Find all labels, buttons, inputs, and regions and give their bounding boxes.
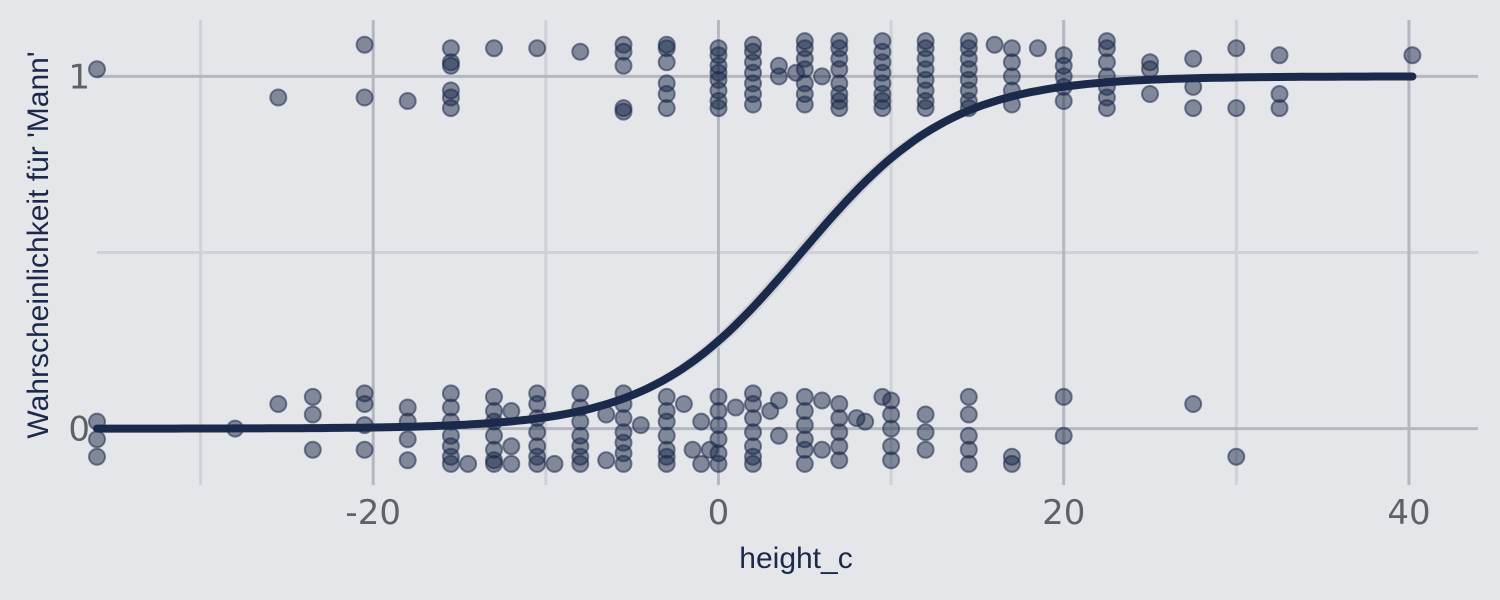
data-point [1002, 454, 1021, 473]
data-point [692, 454, 711, 473]
x-tick-label: 20 [1042, 493, 1085, 533]
data-point [398, 451, 417, 470]
data-point [1054, 426, 1073, 445]
data-point [916, 423, 935, 442]
data-point [744, 95, 762, 114]
data-point [1028, 39, 1047, 58]
data-point [813, 440, 831, 459]
data-point [916, 440, 935, 459]
data-point [1184, 99, 1203, 118]
data-point [441, 56, 460, 75]
y-axis-title: Wahrscheinlichkeit für 'Mann' [22, 51, 55, 438]
data-point [657, 53, 676, 72]
data-point [1227, 447, 1246, 466]
data-point [1270, 46, 1289, 65]
data-point [303, 387, 322, 406]
data-point [769, 67, 788, 86]
data-point [709, 99, 728, 118]
data-point [882, 419, 901, 438]
data-point [830, 99, 849, 118]
data-point [571, 42, 590, 61]
data-point [502, 402, 521, 420]
data-point [657, 454, 676, 473]
data-point [88, 430, 106, 449]
data-point [813, 67, 831, 86]
data-point [674, 395, 693, 413]
x-tick-labels: -20 0 20 40 [345, 493, 1430, 533]
data-point [1141, 85, 1159, 103]
data-point [485, 39, 503, 58]
data-point [959, 454, 978, 473]
data-point [1403, 46, 1422, 65]
data-point [303, 440, 322, 459]
x-tick-label: 40 [1387, 493, 1430, 533]
data-point [614, 102, 633, 121]
data-point [88, 60, 106, 79]
data-point [959, 387, 978, 406]
data-point [528, 454, 547, 473]
data-point [959, 405, 978, 424]
data-point [1184, 395, 1203, 413]
data-point [485, 454, 503, 473]
fit-curve-group [93, 72, 1417, 433]
data-point [916, 405, 935, 424]
data-point [692, 412, 711, 431]
data-point [813, 391, 831, 410]
data-point [631, 416, 650, 435]
data-point [355, 88, 374, 107]
data-point [398, 92, 417, 110]
data-point [269, 88, 288, 107]
data-point [873, 99, 892, 118]
x-tick-label: -20 [345, 493, 401, 533]
data-point [441, 454, 460, 473]
data-point [744, 454, 762, 473]
data-point [269, 395, 288, 413]
data-point [916, 99, 935, 118]
data-point [1184, 49, 1203, 68]
data-point [1054, 92, 1073, 110]
data-point [1097, 99, 1116, 118]
logistic-fit-curve [93, 72, 1417, 433]
data-point [795, 95, 814, 114]
data-point [441, 99, 460, 118]
x-tick-label: 0 [708, 493, 730, 533]
data-point [882, 451, 901, 470]
data-point [1141, 60, 1159, 79]
data-point [856, 412, 875, 431]
data-point [614, 454, 633, 473]
data-point [597, 451, 616, 470]
data-point [355, 395, 374, 413]
data-point [502, 437, 521, 456]
data-point [795, 454, 814, 473]
y-tick-label: 1 [68, 57, 90, 97]
y-tick-labels: 01 [68, 57, 90, 449]
data-point [1054, 387, 1073, 406]
data-point [726, 398, 745, 417]
data-point [88, 447, 106, 466]
data-point [830, 451, 849, 470]
data-point [769, 391, 788, 410]
data-point [545, 454, 564, 473]
data-point [657, 99, 676, 118]
data-point [571, 454, 590, 473]
data-point [769, 426, 788, 445]
x-axis-title: height_c [739, 542, 852, 575]
data-point [1227, 99, 1246, 118]
data-point [355, 440, 374, 459]
data-point [614, 56, 633, 75]
data-point [303, 405, 322, 424]
data-point [528, 39, 547, 58]
data-point [985, 35, 1004, 54]
data-point [502, 454, 521, 473]
data-point [1227, 39, 1246, 58]
data-point [683, 440, 702, 459]
data-point [355, 35, 374, 54]
data-point [709, 454, 728, 473]
grid-minor [97, 20, 1478, 485]
data-point [398, 430, 417, 449]
data-point [459, 454, 478, 473]
data-point [1270, 99, 1289, 118]
y-tick-label: 0 [68, 410, 90, 450]
